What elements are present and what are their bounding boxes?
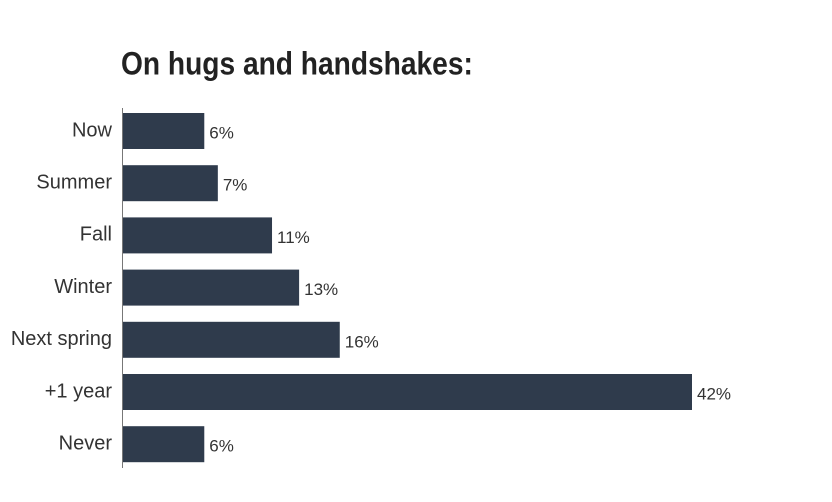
category-label: Next spring xyxy=(11,328,112,350)
bar xyxy=(123,165,218,202)
bar xyxy=(123,113,205,149)
bar xyxy=(123,426,205,463)
category-label: +1 year xyxy=(45,380,113,402)
chart-title: On hugs and handshakes: xyxy=(121,47,473,82)
bar xyxy=(123,269,300,306)
value-label: 11% xyxy=(277,228,310,247)
bar xyxy=(123,321,340,358)
value-label: 16% xyxy=(345,332,379,351)
category-label: Never xyxy=(59,432,113,454)
value-label: 13% xyxy=(304,280,338,299)
value-label: 42% xyxy=(697,384,731,403)
value-label: 6% xyxy=(209,437,234,456)
bar xyxy=(123,374,692,410)
value-label: 6% xyxy=(209,123,234,142)
category-label: Fall xyxy=(80,224,112,246)
value-label: 7% xyxy=(223,176,248,195)
category-label: Summer xyxy=(36,171,112,193)
category-label: Now xyxy=(72,119,113,141)
category-label: Winter xyxy=(54,276,112,298)
bar xyxy=(123,217,273,254)
